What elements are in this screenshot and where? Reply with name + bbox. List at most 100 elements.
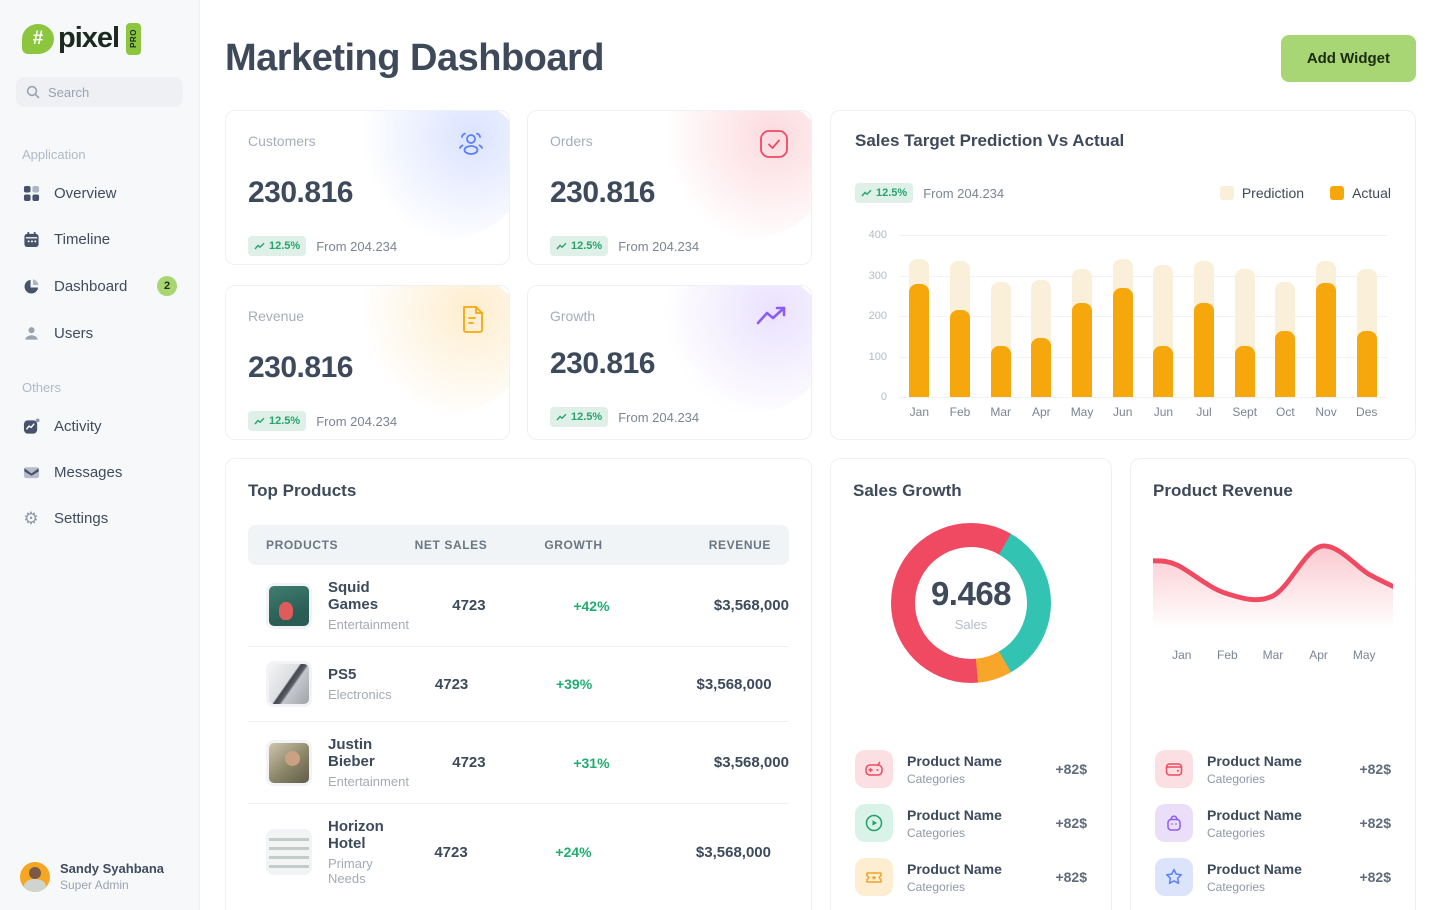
prediction-swatch <box>1219 186 1234 200</box>
list-item[interactable]: Product Name Categories +82$ <box>853 854 1089 900</box>
table-row-ps5[interactable]: PS5 Electronics 4723 +39% $3,568,000 <box>248 647 789 722</box>
search-icon <box>26 85 40 99</box>
avatar <box>20 861 50 892</box>
sales-bar-chart[interactable]: 0 100 200 300 400 <box>855 229 1391 403</box>
sidebar-item-users[interactable]: Users <box>16 310 183 356</box>
item-category: Categories <box>907 771 966 786</box>
area-x-labels: Jan Feb Mar Apr May <box>1153 648 1393 662</box>
list-item[interactable]: Product Name Categories +82$ <box>1153 800 1393 846</box>
revenue-value: $3,568,000 <box>713 597 789 614</box>
x-axis-tick: Nov <box>1315 405 1337 419</box>
sidebar-item-overview[interactable]: Overview <box>16 170 183 216</box>
product-thumbnail <box>266 582 312 629</box>
table-row-squid-games[interactable]: Squid Games Entertainment 4723 +42% $3,5… <box>248 565 789 647</box>
stat-value: 230.816 <box>550 176 655 209</box>
stat-card-growth: Growth 230.816 12.5% From 204.234 <box>527 285 812 440</box>
document-icon <box>459 304 487 339</box>
stat-from: From 204.234 <box>316 413 398 429</box>
stat-value: 230.816 <box>550 347 655 380</box>
gear-icon: ⚙ <box>23 508 39 528</box>
bar-group-des-11[interactable] <box>1346 235 1387 397</box>
user-profile[interactable]: Sandy Syahbana Super Admin <box>16 861 183 892</box>
product-thumbnail <box>266 739 312 786</box>
product-category: Entertainment <box>328 617 409 632</box>
product-revenue-chart[interactable]: Jan Feb Mar Apr May <box>1150 529 1396 662</box>
bar-group-jun-6[interactable] <box>1143 235 1184 397</box>
actual-bar <box>1112 288 1133 397</box>
list-item[interactable]: Product Name Categories +82$ <box>1153 854 1393 900</box>
sales-growth-card: Sales Growth 9.468 Sales <box>830 458 1112 910</box>
logo-text: pixel <box>58 22 120 54</box>
list-item[interactable]: Product Name Categories +82$ <box>1153 746 1393 792</box>
x-axis-tick: Oct <box>1276 405 1295 419</box>
list-item[interactable]: Product Name Categories +82$ <box>853 800 1089 846</box>
bar-group-sept-8[interactable] <box>1224 235 1265 397</box>
x-axis-tick: Jan <box>909 405 930 419</box>
growth-value: +42% <box>573 597 610 614</box>
net-sales-value: 4723 <box>452 597 486 614</box>
x-axis-tick: Mar <box>990 405 1012 419</box>
x-axis-tick: Feb <box>1217 648 1238 662</box>
sidebar-item-label: Dashboard <box>54 277 128 295</box>
y-axis-tick: 400 <box>868 229 887 241</box>
activity-icon <box>22 417 40 435</box>
sidebar-item-messages[interactable]: Messages <box>16 449 183 495</box>
actual-swatch <box>1330 186 1345 200</box>
item-amount: +82$ <box>1359 869 1391 885</box>
x-axis-tick: Des <box>1356 405 1378 419</box>
bar-group-jan-0[interactable] <box>899 235 940 397</box>
star-icon <box>1155 858 1193 896</box>
x-axis-tick: Mar <box>1262 648 1284 662</box>
col-growth: GROWTH <box>544 538 603 552</box>
net-sales-value: 4723 <box>434 675 469 693</box>
bar-group-jun-5[interactable] <box>1102 235 1143 397</box>
logo-hash-icon: # <box>22 23 54 54</box>
bar-group-apr-3[interactable] <box>1021 235 1062 397</box>
product-category: Entertainment <box>328 774 409 789</box>
sidebar-item-settings[interactable]: ⚙ Settings <box>16 495 183 541</box>
sales-growth-donut[interactable]: 9.468 Sales <box>891 523 1051 683</box>
sidebar-item-timeline[interactable]: Timeline <box>16 216 183 262</box>
bar-chart-bars <box>899 235 1387 397</box>
list-item[interactable]: Product Name Categories +82$ <box>853 746 1089 792</box>
delta-badge: 12.5% <box>855 183 914 203</box>
table-row-justin-bieber[interactable]: Justin Bieber Entertainment 4723 +31% $3… <box>248 722 789 804</box>
add-widget-button[interactable]: Add Widget <box>1280 34 1416 82</box>
bar-group-may-4[interactable] <box>1062 235 1103 397</box>
sidebar-item-label: Settings <box>54 509 109 527</box>
delta-badge: 12.5% <box>248 236 307 256</box>
item-name: Product Name <box>907 806 1002 823</box>
product-category: Primary Needs <box>328 856 373 886</box>
stat-card-orders: Orders 230.816 12.5% From 204.234 <box>527 110 812 265</box>
stat-label: Growth <box>550 308 596 324</box>
stat-card-customers: Customers 230.816 12.5% <box>225 110 510 265</box>
bar-group-mar-2[interactable] <box>980 235 1021 397</box>
col-revenue: REVENUE <box>708 538 771 552</box>
table-row-horizon-hotel[interactable]: Horizon Hotel Primary Needs 4723 +24% $3… <box>248 804 789 900</box>
bar-group-oct-9[interactable] <box>1265 235 1306 397</box>
trend-up-icon <box>254 242 265 249</box>
sidebar-item-label: Overview <box>54 184 117 202</box>
actual-bar <box>909 284 930 397</box>
product-revenue-card: Product Revenue Jan Feb Mar Apr May <box>1130 458 1416 910</box>
search-input[interactable] <box>48 84 173 100</box>
x-axis-tick: Sept <box>1232 405 1258 419</box>
bar-group-nov-10[interactable] <box>1306 235 1347 397</box>
delta-badge: 12.5% <box>248 411 307 431</box>
search-box[interactable] <box>16 77 183 107</box>
sidebar-item-activity[interactable]: Activity <box>16 403 183 449</box>
chart-title: Sales Target Prediction Vs Actual <box>855 131 1125 150</box>
sidebar-item-dashboard[interactable]: Dashboard 2 <box>16 262 183 310</box>
chart-legend: Prediction Actual <box>1219 185 1391 201</box>
bar-group-feb-1[interactable] <box>940 235 981 397</box>
app-logo[interactable]: # pixel PRO <box>16 22 183 55</box>
gridline <box>899 275 1387 277</box>
bar-group-jul-7[interactable] <box>1184 235 1225 397</box>
stat-label: Customers <box>248 133 316 149</box>
gridline <box>899 356 1387 358</box>
table-header: PRODUCTS NET SALES GROWTH REVENUE <box>248 525 789 565</box>
sidebar-item-label: Users <box>54 324 94 342</box>
item-amount: +82$ <box>1055 815 1087 831</box>
net-sales-value: 4723 <box>452 754 486 771</box>
product-thumbnail <box>266 829 312 875</box>
